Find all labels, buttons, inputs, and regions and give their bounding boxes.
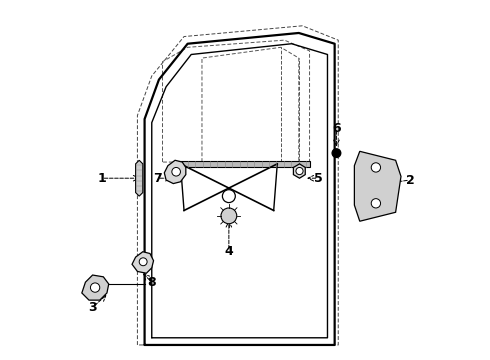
Polygon shape	[136, 160, 143, 196]
Polygon shape	[173, 161, 310, 167]
Polygon shape	[354, 151, 401, 221]
Text: 5: 5	[314, 172, 323, 185]
Circle shape	[139, 258, 147, 266]
Polygon shape	[82, 275, 109, 300]
Text: 8: 8	[147, 276, 156, 289]
Circle shape	[296, 167, 303, 175]
Text: 2: 2	[406, 174, 415, 186]
Circle shape	[371, 163, 381, 172]
Circle shape	[172, 167, 180, 176]
Circle shape	[332, 149, 341, 157]
Circle shape	[371, 199, 381, 208]
Polygon shape	[294, 164, 305, 178]
Text: 7: 7	[153, 172, 162, 185]
Circle shape	[222, 190, 235, 203]
Circle shape	[221, 208, 237, 224]
Text: 3: 3	[88, 301, 97, 314]
Circle shape	[91, 283, 100, 292]
Polygon shape	[164, 160, 186, 184]
Polygon shape	[132, 252, 153, 273]
Text: 4: 4	[224, 245, 233, 258]
Text: 1: 1	[97, 172, 106, 185]
Text: 6: 6	[332, 122, 341, 135]
